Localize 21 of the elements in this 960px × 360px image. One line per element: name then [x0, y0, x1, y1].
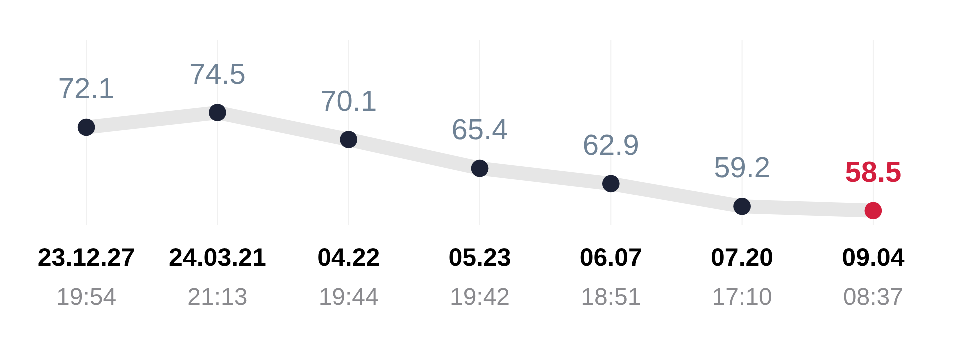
category-label: 23.12.27 19:54: [38, 244, 136, 311]
category-label: 04.22 19:44: [318, 244, 380, 311]
point: [78, 118, 96, 136]
category-label: 06.07 18:51: [580, 244, 642, 311]
category-label: 07.20 17:10: [711, 244, 774, 311]
category-label: 05.23 19:42: [448, 244, 512, 311]
category-label: 09.04 08:37: [842, 244, 905, 311]
point: [602, 175, 620, 193]
point: [864, 202, 882, 220]
data-label: 62.9: [582, 130, 640, 162]
data-label: 58.5: [845, 156, 902, 189]
point: [471, 160, 489, 178]
point: [340, 131, 358, 148]
data-label: 72.1: [58, 74, 115, 106]
data-label: 65.4: [452, 114, 508, 147]
point: [209, 104, 226, 122]
data-label: 59.2: [714, 152, 771, 185]
data-label: 74.5: [189, 58, 246, 91]
point: [734, 198, 751, 216]
category-label: 24.03.21 21:13: [169, 244, 266, 311]
data-label: 70.1: [320, 86, 378, 118]
